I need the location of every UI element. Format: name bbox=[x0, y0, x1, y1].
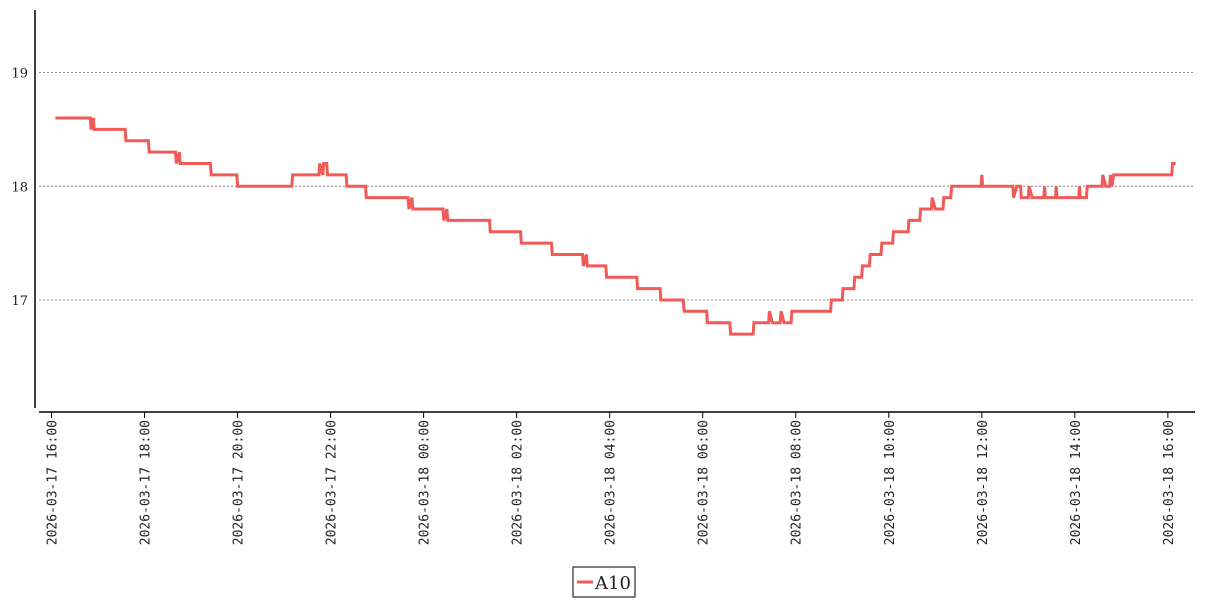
y-tick-label: 17 bbox=[11, 294, 28, 309]
y-tick-labels: 17 18 19 bbox=[11, 67, 28, 309]
x-tick-label: 2026-03-18 00:00 bbox=[418, 420, 433, 545]
axes bbox=[34, 10, 1195, 413]
series-line-a10 bbox=[55, 116, 1176, 336]
x-tick-label: 2026-03-17 16:00 bbox=[46, 420, 61, 545]
legend-label-a10: A10 bbox=[594, 573, 631, 594]
x-tick-label: 2026-03-18 16:00 bbox=[1162, 420, 1177, 545]
x-tick-label: 2026-03-17 22:00 bbox=[325, 420, 340, 545]
x-tick-labels: 2026-03-17 16:00 2026-03-17 18:00 2026-03-… bbox=[46, 412, 1177, 545]
y-tick-label: 19 bbox=[11, 67, 28, 82]
grid-lines bbox=[39, 72, 1195, 301]
x-tick-label: 2026-03-18 02:00 bbox=[511, 420, 526, 545]
y-tick-label: 18 bbox=[11, 180, 28, 195]
legend: A10 bbox=[572, 566, 636, 598]
x-tick-label: 2026-03-18 14:00 bbox=[1069, 420, 1084, 545]
x-tick-label: 2026-03-17 20:00 bbox=[232, 420, 247, 545]
x-tick-label: 2026-03-18 04:00 bbox=[604, 420, 619, 545]
x-tick-label: 2026-03-18 10:00 bbox=[883, 420, 898, 545]
series-lines bbox=[55, 116, 1176, 336]
x-tick-label: 2026-03-17 18:00 bbox=[139, 420, 154, 545]
x-tick-label: 2026-03-18 12:00 bbox=[976, 420, 991, 545]
x-tick-label: 2026-03-18 08:00 bbox=[790, 420, 805, 545]
x-tick-label: 2026-03-18 06:00 bbox=[697, 420, 712, 545]
